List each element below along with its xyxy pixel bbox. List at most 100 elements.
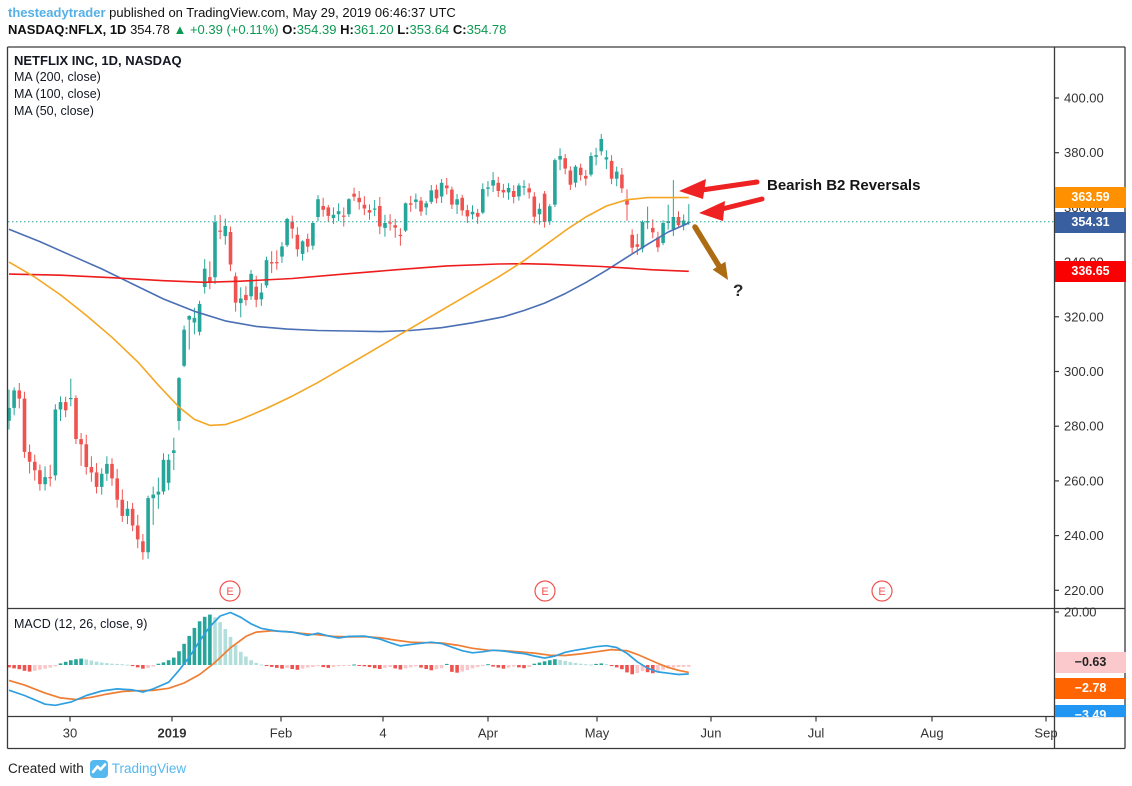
macd-hist-bar [635, 665, 640, 673]
macd-hist-bar [259, 664, 264, 666]
macd-hist-bar [285, 665, 289, 668]
macd-hist-bar [620, 665, 624, 670]
macd-hist-bar [311, 665, 315, 667]
candle-body [388, 222, 392, 224]
macd-hist-bar [352, 664, 356, 666]
ma100-line [8, 222, 690, 333]
macd-hist-bar [419, 665, 423, 668]
candle-body [367, 210, 372, 213]
brown-arrow-shaft[interactable] [692, 224, 722, 269]
candle-body [553, 160, 557, 205]
candle-body [239, 298, 243, 304]
candle-body [681, 220, 686, 226]
candle-body [326, 207, 331, 216]
tradingview-logo-icon[interactable] [89, 760, 108, 778]
red-arrow-1-head[interactable] [679, 179, 706, 199]
price-tick-label: 240.00 [1064, 528, 1104, 543]
macd-hist-bar [450, 665, 454, 672]
macd-hist-bar [192, 627, 197, 665]
macd-hist-bar [604, 664, 609, 666]
candle-body [22, 398, 27, 452]
candle-body [475, 212, 480, 217]
bearish-reversal-label[interactable]: Bearish B2 Reversals [767, 177, 921, 194]
candle-body [414, 199, 418, 202]
macd-pane-layer[interactable] [7, 611, 691, 707]
macd-hist-bar [388, 665, 392, 668]
candle-body [341, 215, 346, 217]
ma50-line [8, 196, 689, 427]
candle-body [84, 444, 89, 467]
candle-body [33, 461, 37, 471]
symbol-status-line: NASDAQ:NFLX, 1D 354.78 ▲ +0.39 (+0.11%) … [8, 22, 506, 37]
drawing-annotations[interactable] [679, 179, 765, 280]
macd-hist-bar [414, 665, 418, 667]
macd-hist-bar [249, 660, 253, 665]
macd-hist-bar [383, 665, 387, 668]
macd-hist-bar [687, 665, 691, 667]
macd-hist-bar [614, 665, 619, 668]
candle-body [496, 182, 501, 191]
candle-body [213, 222, 217, 278]
macd-hist-bar [254, 662, 258, 665]
candle-body [676, 217, 681, 226]
macd-hist-bar [573, 662, 578, 665]
tradingview-brand-link[interactable]: TradingView [111, 760, 187, 776]
footer: Created with TradingView [8, 759, 187, 778]
macd-hist-bar [120, 664, 125, 666]
candle-body [357, 197, 361, 203]
candle-body [316, 199, 320, 217]
macd-hist-bar [321, 665, 325, 668]
candle-body [275, 262, 279, 264]
candle-body [419, 200, 423, 212]
candle-body [594, 155, 598, 157]
macd-hist-bar [208, 614, 212, 665]
author-link[interactable]: thesteadytrader [8, 5, 106, 20]
macd-hist-bar [316, 665, 320, 667]
candle-body [135, 525, 140, 540]
red-arrow-1-shaft[interactable] [699, 179, 760, 193]
candle-body [7, 407, 11, 421]
candle-body [439, 182, 444, 197]
candle-body [94, 472, 99, 487]
candle-body [465, 210, 470, 217]
red-arrow-2-head[interactable] [699, 201, 725, 221]
macd-hist-bar [63, 661, 68, 665]
brown-arrow-head[interactable] [712, 261, 728, 280]
candle-body [635, 244, 640, 247]
macd-hist-bar [548, 660, 552, 665]
legend-ma200: MA (200, close) [14, 70, 101, 84]
macd-hist-bar [681, 665, 686, 667]
macd-hist-bar [130, 665, 135, 667]
candle-body [300, 241, 305, 254]
candles-layer[interactable] [7, 134, 691, 560]
macd-hist-bar [589, 664, 593, 666]
time-tick-label: 30 [63, 726, 77, 741]
axis-labels-layer[interactable]: 400.00 380.00 360.00 340.00 320.00 300.00 280.… [63, 91, 1104, 741]
macd-hist-bar [341, 665, 346, 666]
macd-hist-bar [491, 665, 495, 667]
open-value: 354.39 [296, 22, 337, 37]
candle-body [511, 191, 516, 197]
candle-body [527, 188, 531, 193]
time-tick-label: Apr [478, 726, 499, 741]
candle-body [537, 208, 542, 215]
candle-body [69, 398, 73, 400]
macd-hist-bar [625, 665, 629, 673]
macd-hist-bar [527, 665, 531, 668]
legend-ma50: MA (50, close) [14, 104, 94, 118]
macd-hist-bar [125, 664, 130, 666]
macd-hist-bar [486, 664, 490, 666]
candle-body [63, 402, 68, 411]
candle-body [460, 197, 464, 211]
question-mark-label[interactable]: ? [733, 281, 744, 300]
candle-body [656, 237, 660, 248]
macd-hist-bar [522, 665, 526, 669]
candle-body [609, 160, 614, 179]
candle-body [558, 156, 562, 160]
candle-body [548, 206, 552, 222]
last-price: 354.78 [130, 22, 170, 37]
candle-body [445, 185, 449, 189]
